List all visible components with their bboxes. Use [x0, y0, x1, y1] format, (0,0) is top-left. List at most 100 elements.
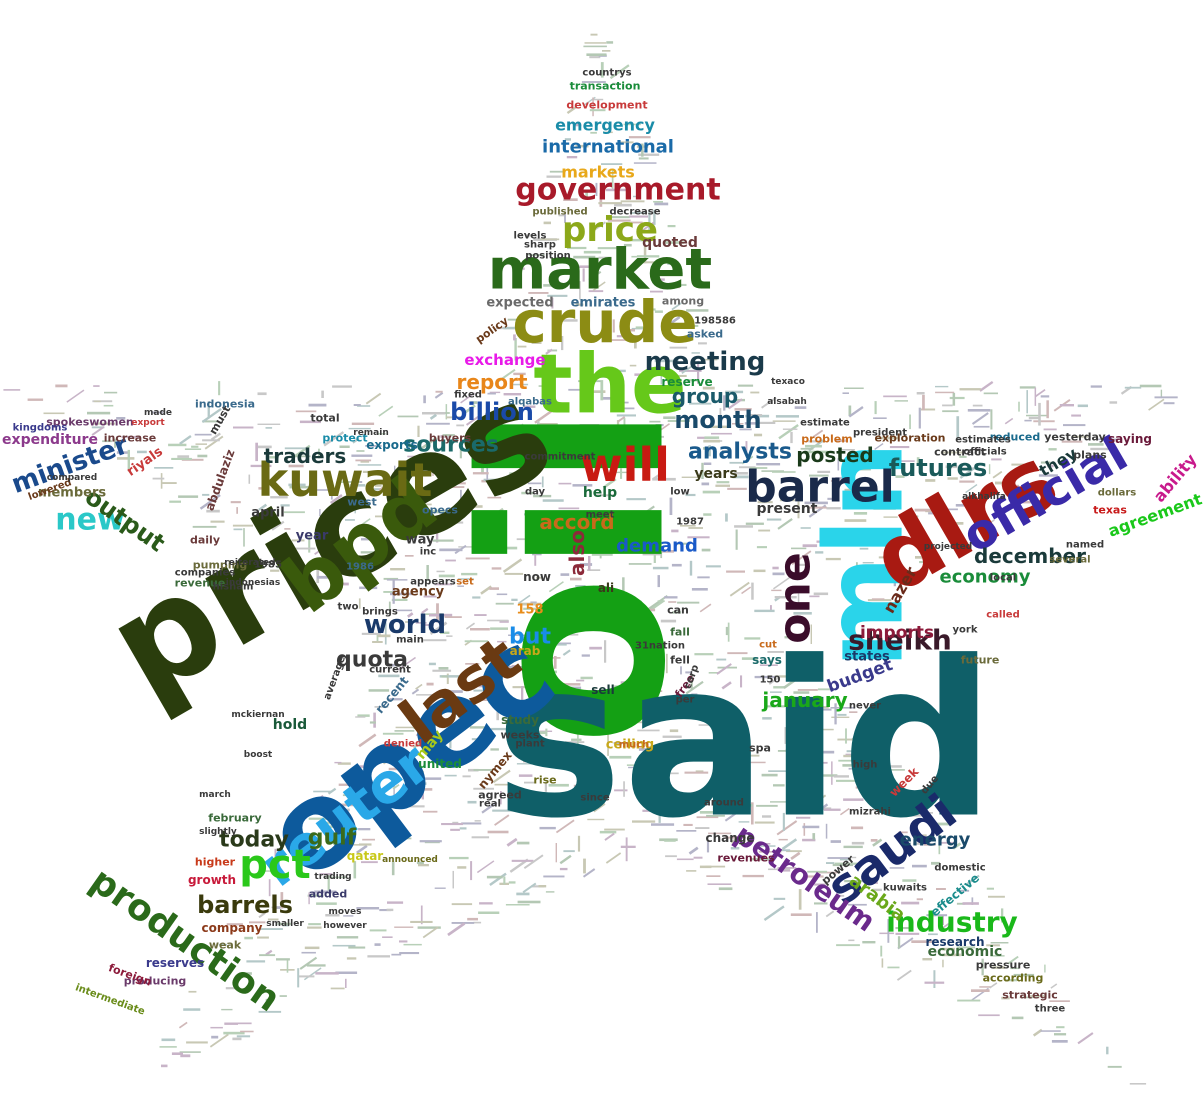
texture-mark — [749, 761, 766, 764]
word-markets: markets — [561, 163, 635, 182]
word-expected: expected — [486, 296, 553, 311]
texture-mark — [244, 936, 253, 940]
texture-mark — [415, 683, 423, 690]
texture-mark — [618, 407, 635, 410]
texture-mark — [703, 462, 712, 465]
texture-mark — [295, 410, 317, 413]
texture-mark — [326, 825, 336, 828]
texture-mark — [314, 890, 337, 894]
texture-mark — [804, 501, 828, 505]
texture-mark — [319, 508, 321, 517]
word-198586: 198586 — [694, 316, 736, 327]
texture-mark — [979, 380, 994, 392]
texture-mark — [177, 455, 190, 458]
word-revenue: revenue — [175, 577, 226, 590]
texture-mark — [429, 413, 438, 420]
texture-mark — [485, 412, 494, 415]
texture-mark — [259, 954, 276, 957]
texture-mark — [221, 1008, 233, 1011]
texture-mark — [162, 482, 177, 484]
texture-mark — [495, 708, 504, 710]
texture-mark — [733, 472, 748, 475]
texture-mark — [592, 281, 606, 292]
texture-mark — [544, 781, 548, 792]
texture-mark — [382, 732, 404, 735]
texture-mark — [268, 879, 271, 897]
texture-mark — [627, 596, 634, 599]
word-saying: saying — [1108, 432, 1152, 446]
texture-mark — [1001, 908, 1004, 923]
texture-mark — [574, 758, 593, 761]
texture-mark — [411, 688, 420, 695]
texture-mark — [893, 570, 896, 587]
texture-mark — [1160, 389, 1163, 398]
texture-mark — [642, 809, 656, 812]
texture-mark — [555, 699, 568, 701]
texture-mark — [652, 566, 669, 570]
texture-mark — [210, 520, 225, 523]
texture-mark — [741, 586, 752, 595]
texture-mark — [536, 576, 543, 579]
word-revenues: revenues — [717, 852, 775, 865]
texture-mark — [790, 851, 801, 860]
word-month: month — [674, 406, 761, 434]
word-present: present — [757, 501, 818, 517]
texture-mark — [445, 559, 456, 562]
texture-mark — [669, 497, 673, 515]
texture-mark — [492, 769, 511, 784]
word-imports: imports — [860, 623, 934, 643]
texture-mark — [626, 624, 643, 627]
texture-mark — [307, 794, 324, 808]
texture-mark — [442, 731, 446, 745]
texture-mark — [668, 601, 677, 603]
texture-mark — [790, 913, 812, 916]
texture-mark — [796, 563, 806, 566]
texture-mark — [791, 547, 807, 550]
texture-mark — [705, 865, 726, 868]
texture-mark — [211, 1035, 219, 1039]
texture-mark — [655, 424, 664, 427]
texture-mark — [236, 1035, 251, 1038]
texture-mark — [898, 831, 908, 834]
texture-mark — [351, 422, 375, 425]
word-decrease: decrease — [609, 207, 660, 218]
texture-mark — [867, 599, 892, 602]
texture-mark — [887, 966, 900, 969]
texture-mark — [739, 428, 752, 431]
texture-mark — [726, 570, 745, 573]
texture-mark — [761, 470, 784, 472]
texture-mark — [314, 548, 323, 556]
texture-mark — [735, 529, 738, 550]
texture-mark — [770, 801, 793, 803]
texture-mark — [529, 532, 546, 534]
texture-mark — [618, 401, 629, 404]
texture-mark — [392, 783, 400, 790]
word-quota: quota — [336, 648, 408, 673]
texture-mark — [503, 326, 520, 330]
texture-mark — [611, 168, 614, 191]
texture-mark — [644, 670, 651, 673]
texture-mark — [1038, 402, 1041, 426]
texture-mark — [761, 773, 778, 777]
texture-mark — [168, 443, 187, 447]
texture-mark — [330, 987, 345, 990]
texture-mark — [470, 505, 483, 508]
texture-mark — [716, 481, 730, 484]
texture-mark — [204, 435, 224, 450]
texture-mark — [282, 923, 289, 927]
texture-mark — [341, 501, 360, 504]
texture-mark — [441, 823, 463, 826]
texture-mark — [642, 632, 659, 635]
texture-mark — [794, 406, 807, 409]
texture-mark — [491, 446, 511, 450]
word-never: never — [849, 701, 881, 712]
texture-mark — [202, 420, 218, 423]
texture-mark — [862, 941, 876, 944]
texture-mark — [663, 416, 676, 419]
texture-mark — [915, 556, 937, 559]
texture-mark — [392, 579, 395, 604]
texture-mark — [677, 374, 687, 377]
texture-mark — [702, 490, 720, 494]
texture-mark — [1035, 389, 1046, 398]
texture-mark — [584, 42, 607, 44]
